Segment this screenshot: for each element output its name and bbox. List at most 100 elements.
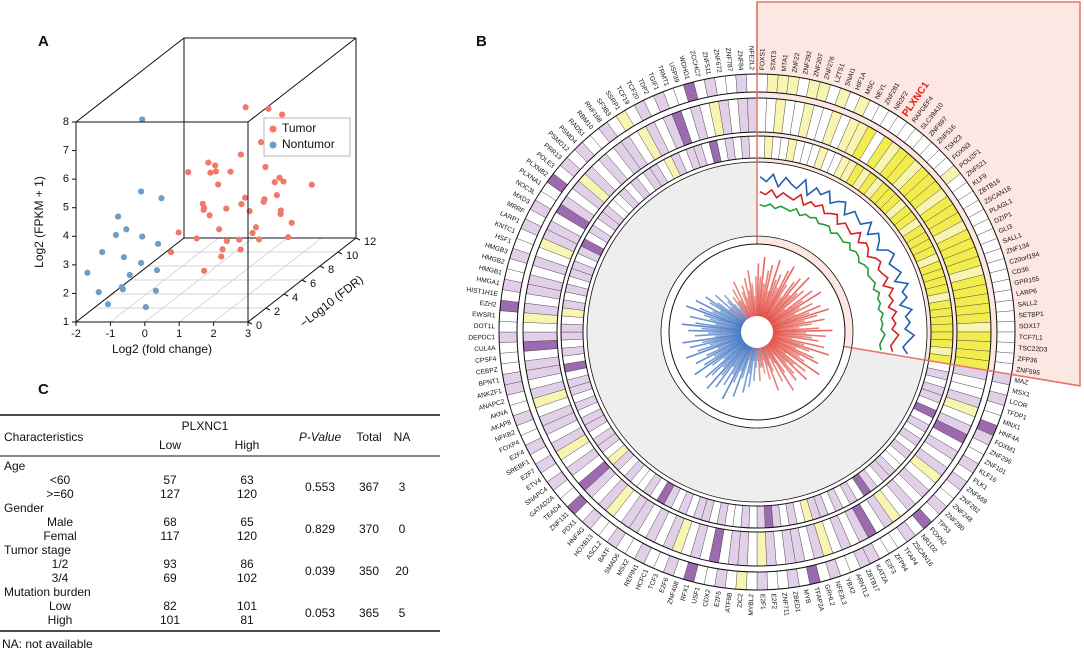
z-tick-label: 10 — [346, 250, 358, 262]
gene-label: ZFP36 — [1017, 356, 1038, 365]
correlation-ray — [772, 329, 833, 333]
correlation-ray — [694, 332, 742, 337]
correlation-ray — [703, 314, 743, 328]
correlation-ray — [763, 270, 790, 319]
cell: 102 — [237, 571, 257, 585]
gene-label: USF1 — [691, 586, 702, 604]
correlation-ray — [769, 340, 820, 376]
gene-label: ZNF595 — [1016, 367, 1041, 377]
correlation-ray — [682, 333, 742, 344]
correlation-ray — [723, 294, 748, 321]
correlation-ray — [705, 296, 745, 324]
gene-label: MSX1 — [1011, 388, 1030, 399]
correlation-ray — [768, 290, 805, 323]
point — [308, 181, 315, 188]
gene-label: CPSF4 — [475, 356, 497, 365]
cell: 81 — [240, 613, 254, 627]
group-label: Tumor stage — [4, 543, 71, 557]
point — [212, 162, 219, 169]
cell: 3 — [399, 480, 406, 494]
correlation-ray — [697, 336, 743, 352]
point — [288, 219, 295, 226]
point — [193, 235, 200, 242]
gene-label: CD36 — [1012, 266, 1030, 277]
correlation-ray — [751, 283, 757, 317]
correlation-ray — [772, 332, 813, 339]
row-label: 1/2 — [52, 557, 69, 571]
correlation-ray — [715, 323, 742, 330]
cell: 0.039 — [305, 564, 335, 578]
correlation-ray — [772, 332, 826, 338]
correlation-ray — [771, 308, 830, 328]
point — [185, 169, 192, 176]
correlation-ray — [695, 338, 744, 365]
point — [126, 271, 133, 279]
correlation-ray — [771, 336, 830, 356]
cell: 82 — [163, 599, 177, 613]
correlation-ray — [768, 341, 795, 366]
cell: 65 — [240, 515, 254, 529]
gene-label: STAT3 — [770, 50, 778, 70]
correlation-ray — [763, 345, 784, 382]
gene-label: BPNT1 — [478, 377, 501, 388]
correlation-ray — [714, 339, 744, 357]
point — [138, 188, 145, 195]
heat-cell — [499, 341, 519, 354]
point — [167, 249, 175, 256]
correlation-ray — [715, 344, 749, 388]
tick — [319, 265, 325, 269]
heat-cell — [735, 570, 748, 590]
correlation-ray — [709, 335, 742, 346]
correlation-ray — [748, 290, 755, 317]
gene-label: EWSR1 — [472, 311, 496, 319]
heat-cell — [956, 331, 992, 342]
correlation-ray — [723, 345, 750, 386]
group-label: Mutation burden — [4, 585, 91, 599]
heat-cell — [746, 73, 758, 93]
z-tick-label: 12 — [364, 236, 376, 248]
gene-label: FOXS1 — [759, 48, 766, 70]
correlation-ray — [757, 347, 761, 381]
cell: 93 — [163, 557, 177, 571]
correlation-ray — [772, 327, 820, 332]
correlation-ray — [761, 279, 777, 318]
point — [139, 233, 146, 240]
point — [216, 226, 223, 233]
correlation-ray — [765, 281, 795, 320]
gene-label: ZIC2 — [737, 593, 745, 608]
correlation-ray — [766, 343, 795, 375]
heat-cell — [766, 570, 779, 590]
gene-label: ZNF787 — [724, 47, 733, 72]
point — [112, 231, 120, 239]
heat-cell — [756, 571, 768, 591]
point — [265, 105, 272, 112]
point — [212, 168, 220, 175]
point — [285, 234, 292, 241]
heat-cell — [498, 321, 518, 333]
correlation-ray — [767, 342, 787, 364]
cell: 120 — [237, 487, 257, 501]
y-tick-label: 5 — [63, 202, 69, 214]
correlation-ray — [771, 336, 810, 352]
gene-label: SETBP1 — [1018, 311, 1044, 320]
heat-cell — [724, 74, 738, 95]
point — [271, 179, 278, 186]
z-tick-label: 8 — [328, 264, 334, 276]
y-axis-label: Log2 (FPKM + 1) — [32, 176, 46, 268]
header: PLXNC1 — [182, 419, 229, 433]
gene-label: MAZ — [1014, 377, 1029, 386]
correlation-ray — [732, 296, 749, 320]
gene-label: E2F6 — [658, 577, 670, 595]
correlation-ray — [764, 266, 795, 319]
cell: 365 — [359, 606, 379, 620]
correlation-ray — [747, 270, 756, 317]
correlation-ray — [742, 347, 755, 393]
point — [200, 267, 208, 274]
point — [242, 194, 249, 201]
correlation-ray — [741, 346, 753, 379]
cell: 101 — [237, 599, 257, 613]
heat-cell — [756, 97, 767, 133]
correlation-ray — [732, 281, 751, 318]
point — [227, 168, 234, 175]
y-tick-label: 7 — [63, 144, 69, 156]
